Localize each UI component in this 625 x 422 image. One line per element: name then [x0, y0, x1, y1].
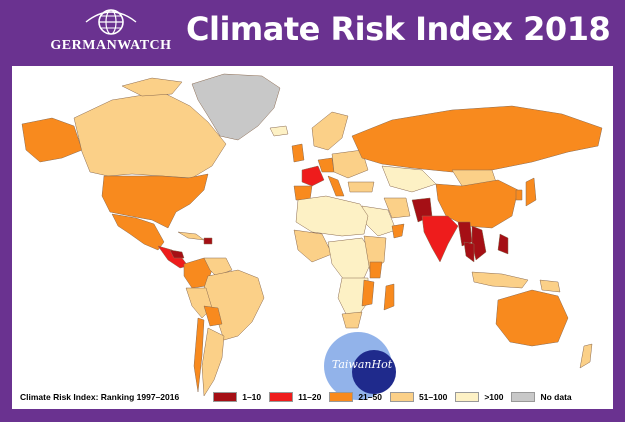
country-greenland — [191, 73, 281, 141]
country-vietnam — [471, 225, 487, 261]
legend-swatch — [511, 392, 536, 402]
country-japan — [525, 177, 537, 207]
legend-item-1-10: 1–10 — [213, 392, 261, 402]
legend-item-no-data: No data — [511, 392, 572, 402]
legend-item-51-100: 51–100 — [389, 392, 448, 402]
country-iran — [383, 197, 411, 219]
country-honduras — [169, 249, 185, 259]
country-scandinavia — [311, 111, 349, 151]
country-italy — [327, 175, 345, 197]
watermark-text: TaiwanHot — [331, 358, 393, 371]
country-philippines — [497, 233, 509, 255]
country-china — [435, 179, 519, 229]
country-argentina — [201, 327, 225, 397]
taiwanhot-watermark: TaiwanHot — [322, 328, 402, 408]
country-alaska — [21, 117, 83, 163]
legend-swatch — [213, 392, 238, 402]
legend-swatch — [455, 392, 480, 402]
legend-label: 51–100 — [418, 392, 448, 402]
country-bolivia — [203, 305, 223, 327]
country-france — [301, 165, 325, 187]
legend-swatch — [389, 392, 414, 402]
country-mozambique — [361, 279, 375, 307]
country-new-zealand — [579, 343, 593, 369]
legend-swatch — [329, 392, 354, 402]
country-south-africa — [341, 311, 363, 329]
map-legend: Climate Risk Index: Ranking 1997–2016 1–… — [20, 388, 580, 406]
country-png — [539, 279, 561, 293]
country-north-africa — [295, 195, 369, 237]
legend-label: No data — [540, 392, 572, 402]
legend-label: >100 — [484, 392, 504, 402]
country-canada-islands — [121, 77, 183, 97]
watermark-circles-icon — [324, 332, 396, 400]
country-chile — [193, 317, 205, 393]
country-haiti — [203, 237, 213, 245]
country-spain — [293, 185, 313, 201]
country-usa — [101, 173, 209, 229]
country-kenya — [369, 261, 383, 279]
globe-icon — [85, 9, 137, 35]
country-kazakhstan — [381, 165, 437, 193]
germanwatch-logo: GERMANWATCH — [36, 8, 186, 60]
page-title: Climate Risk Index 2018 — [186, 10, 611, 48]
legend-item-21-50: 21–50 — [329, 392, 382, 402]
legend-item-11-20: 11–20 — [269, 392, 321, 402]
country-indonesia — [471, 271, 529, 289]
country-australia — [495, 289, 569, 347]
logo-text: GERMANWATCH — [50, 38, 172, 53]
country-iceland — [269, 125, 289, 137]
legend-title: Climate Risk Index: Ranking 1997–2016 — [20, 392, 180, 402]
header: GERMANWATCH Climate Risk Index 2018 — [0, 0, 625, 66]
country-thailand — [463, 241, 475, 263]
world-map — [21, 73, 603, 397]
legend-label: 11–20 — [298, 392, 322, 402]
country-india — [421, 215, 459, 263]
country-brazil — [203, 269, 265, 341]
country-eastern-europe — [331, 149, 369, 179]
country-germany — [317, 157, 335, 173]
legend-item-over-100: >100 — [455, 392, 503, 402]
country-uk — [291, 143, 305, 163]
country-korea — [515, 189, 523, 201]
legend-label: 21–50 — [358, 392, 382, 402]
country-mexico — [111, 213, 165, 251]
country-russia — [351, 105, 603, 173]
country-west-africa — [293, 229, 333, 263]
country-madagascar — [383, 283, 395, 311]
country-turkey — [347, 181, 375, 193]
map-panel: TaiwanHot Climate Risk Index: Ranking 19… — [12, 66, 613, 409]
country-oman — [391, 223, 405, 239]
country-cuba — [177, 231, 205, 241]
legend-swatch — [269, 392, 294, 402]
legend-label: 1–10 — [242, 392, 262, 402]
